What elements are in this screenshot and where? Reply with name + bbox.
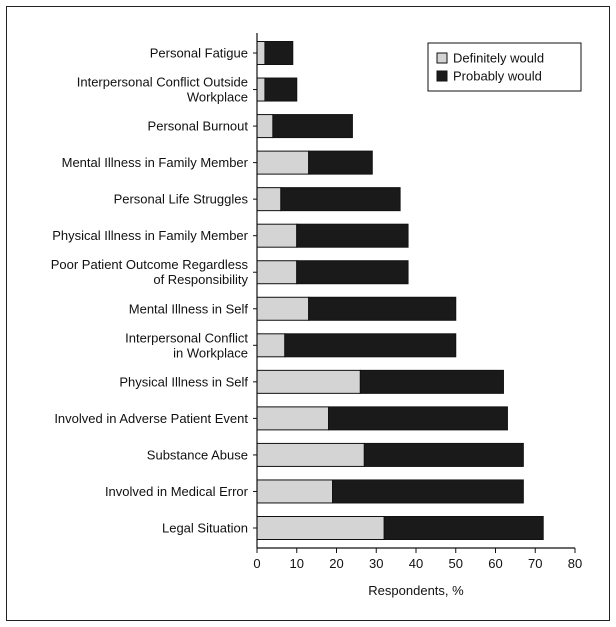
x-tick-label: 70 [528,556,542,571]
bar-segment-definitely [256,516,385,540]
category-label: Poor Patient Outcome Regardless [51,257,249,272]
bar-segment-definitely [256,296,310,321]
bar-segment-definitely [256,260,298,285]
category-label: in Workplace [173,345,248,360]
category-label: Involved in Medical Error [105,484,249,499]
bar-segment-definitely [256,41,266,65]
bar-segment-probably [383,516,544,540]
bar-segment-probably [332,479,524,504]
category-label: Physical Illness in Self [119,374,248,389]
category-label: Substance Abuse [147,447,248,462]
category-label: Personal Life Struggles [114,192,249,207]
bar-segment-probably [359,369,504,394]
legend-label: Definitely would [453,51,544,66]
bar-segment-probably [296,260,409,285]
category-label: Mental Illness in Family Member [62,155,249,170]
bar-segment-definitely [256,77,266,102]
bar-segment-probably [280,187,401,212]
category-label: Personal Fatigue [150,46,248,61]
x-tick-label: 20 [329,556,343,571]
category-label: Interpersonal Conflict Outside [77,75,248,90]
legend-label: Probably would [453,69,542,84]
x-tick-label: 10 [290,556,304,571]
bar-segment-definitely [256,369,361,394]
legend-swatch-probably [436,70,448,82]
x-tick-label: 0 [253,556,260,571]
bar-segment-definitely [256,114,274,139]
bar-segment-probably [264,77,298,102]
bar-segment-probably [308,296,457,321]
bar-segment-definitely [256,442,365,467]
bar-segment-definitely [256,333,286,358]
x-tick-label: 60 [488,556,502,571]
category-label: Interpersonal Conflict [125,330,248,345]
category-label: Personal Burnout [148,119,249,134]
bar-segment-probably [363,442,524,467]
bar-segment-definitely [256,187,282,212]
x-tick-label: 30 [369,556,383,571]
bar-segment-probably [272,114,353,139]
bar-segment-probably [264,41,294,65]
bar-segment-definitely [256,150,310,175]
bar-segment-probably [296,223,409,248]
category-label: Legal Situation [162,521,248,536]
bar-segment-probably [308,150,373,175]
legend-box [427,42,582,92]
x-tick-label: 80 [568,556,582,571]
bar-segment-probably [328,406,508,431]
bar-segment-probably [284,333,457,358]
category-label: of Responsibility [153,272,248,287]
bar-segment-definitely [256,479,334,504]
legend-swatch-definitely [436,52,448,64]
bar-segment-definitely [256,406,330,431]
category-label: Mental Illness in Self [129,301,249,316]
x-axis-label: Respondents, % [368,583,464,598]
category-label: Physical Illness in Family Member [52,228,248,243]
category-label: Workplace [187,90,248,105]
category-label: Involved in Adverse Patient Event [54,411,248,426]
bar-segment-definitely [256,223,298,248]
x-tick-label: 40 [409,556,423,571]
x-tick-label: 50 [449,556,463,571]
